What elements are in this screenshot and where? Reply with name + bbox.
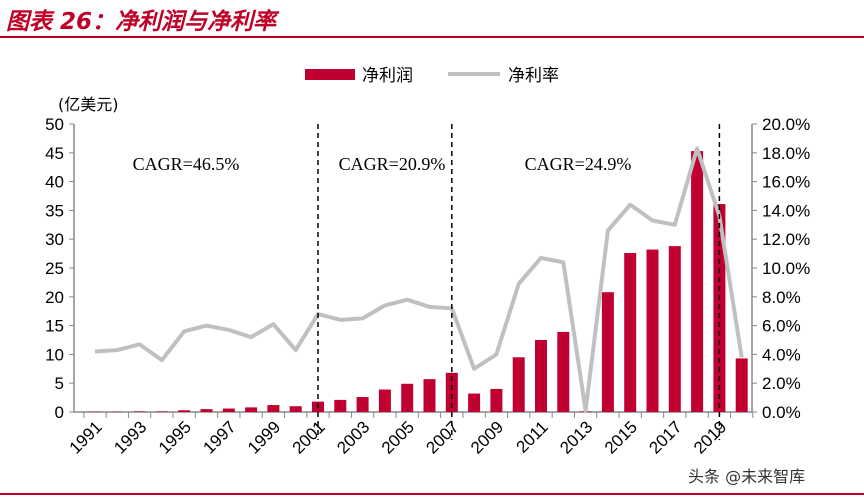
right-tick-label: 0.0% xyxy=(762,403,801,422)
left-tick-label: 35 xyxy=(45,201,64,220)
right-tick-label: 8.0% xyxy=(762,288,801,307)
x-tick-label: 2001 xyxy=(289,417,329,457)
bar-1997 xyxy=(222,408,235,412)
x-tick-label: 1993 xyxy=(110,417,150,457)
bar-1999 xyxy=(267,405,280,412)
left-tick-label: 40 xyxy=(45,173,64,192)
left-tick-label: 25 xyxy=(45,259,64,278)
right-tick-label: 6.0% xyxy=(762,317,801,336)
bar-2014 xyxy=(601,292,614,412)
x-tick-label: 1991 xyxy=(66,417,106,457)
x-tick-label: 2007 xyxy=(422,417,462,457)
legend-swatch-bar xyxy=(305,69,355,80)
x-tick-label: 2005 xyxy=(378,417,418,457)
bar-2008 xyxy=(468,393,481,412)
bar-2004 xyxy=(378,389,391,412)
left-tick-label: 10 xyxy=(45,345,64,364)
cagr-annotation: CAGR=20.9% xyxy=(339,154,446,174)
right-tick-label: 18.0% xyxy=(762,144,810,163)
x-tick-label: 2015 xyxy=(601,417,641,457)
x-tick-label: 2009 xyxy=(467,417,507,457)
bar-2006 xyxy=(423,379,436,412)
bar-2000 xyxy=(289,406,302,412)
bar-1995 xyxy=(178,410,191,412)
bar-2018 xyxy=(691,151,704,412)
bar-2020 xyxy=(735,358,748,412)
bar-2016 xyxy=(646,249,659,412)
right-tick-label: 20.0% xyxy=(762,115,810,134)
bar-2005 xyxy=(401,383,414,412)
left-tick-label: 50 xyxy=(45,115,64,134)
legend-label-line: 净利率 xyxy=(508,66,559,86)
x-tick-label: 2013 xyxy=(556,417,596,457)
right-tick-label: 4.0% xyxy=(762,345,801,364)
bar-1996 xyxy=(200,409,213,412)
left-tick-label: 0 xyxy=(55,403,64,422)
left-tick-label: 30 xyxy=(45,230,64,249)
left-tick-label: 45 xyxy=(45,144,64,163)
x-tick-label: 2019 xyxy=(690,417,730,457)
right-tick-label: 14.0% xyxy=(762,201,810,220)
x-tick-label: 1995 xyxy=(155,417,195,457)
bar-2002 xyxy=(334,399,347,412)
title-divider xyxy=(0,36,864,38)
legend-label-bar: 净利润 xyxy=(362,66,413,86)
x-tick-label: 1997 xyxy=(199,417,239,457)
right-tick-label: 2.0% xyxy=(762,374,801,393)
bar-2011 xyxy=(535,340,547,412)
bar-1994 xyxy=(155,411,168,412)
chart-title: 图表 26：净利润与净利率 xyxy=(6,9,277,35)
right-tick-label: 16.0% xyxy=(762,173,810,192)
bottom-divider xyxy=(0,493,864,495)
right-tick-label: 12.0% xyxy=(762,230,810,249)
margin-line xyxy=(94,146,744,413)
bar-1998 xyxy=(245,407,258,412)
bar-2012 xyxy=(557,331,570,412)
bar-2009 xyxy=(490,388,503,412)
right-tick-label: 10.0% xyxy=(762,259,810,278)
x-tick-label: 2003 xyxy=(333,417,373,457)
bar-2017 xyxy=(668,246,681,412)
left-tick-label: 5 xyxy=(55,374,64,393)
unit-label: (亿美元) xyxy=(58,95,119,114)
x-tick-label: 1999 xyxy=(244,417,284,457)
bar-2007 xyxy=(445,372,458,412)
x-tick-label: 2017 xyxy=(645,417,685,457)
cagr-annotation: CAGR=24.9% xyxy=(525,154,632,174)
watermark: 头条 @未来智库 xyxy=(688,463,806,487)
bar-2003 xyxy=(356,397,369,412)
bar-2015 xyxy=(624,253,637,412)
left-tick-label: 15 xyxy=(45,317,64,336)
left-tick-label: 20 xyxy=(45,288,64,307)
bar-1993 xyxy=(133,411,146,412)
cagr-annotation: CAGR=46.5% xyxy=(133,154,240,174)
x-tick-label: 2011 xyxy=(513,417,552,456)
bar-2010 xyxy=(512,357,525,412)
